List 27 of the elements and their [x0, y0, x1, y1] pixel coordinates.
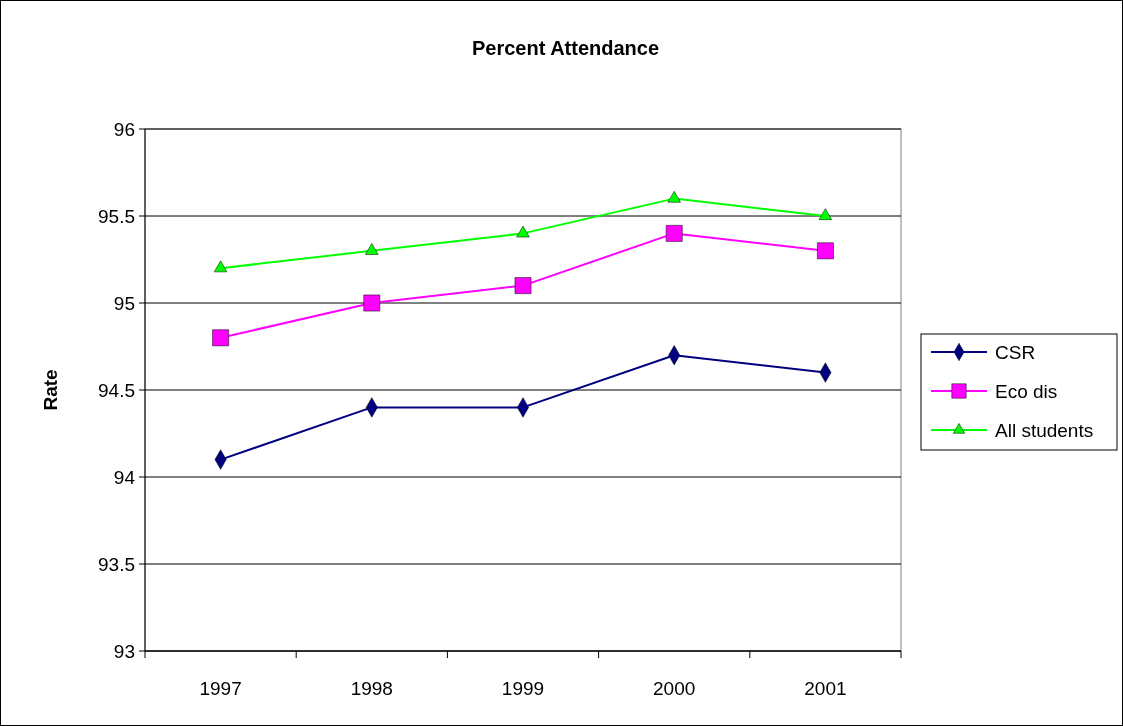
legend-label: All students	[995, 419, 1094, 441]
x-tick-label: 2000	[653, 678, 696, 699]
x-tick-label: 1998	[350, 678, 393, 699]
y-tick-label: 94.5	[98, 379, 135, 401]
x-tick-label: 2001	[804, 678, 847, 699]
point	[212, 329, 229, 347]
point	[665, 225, 683, 242]
x-tick-label: 1997	[199, 678, 242, 699]
legend-label: CSR	[995, 341, 1036, 363]
point	[516, 225, 530, 238]
y-axis-title: Rate	[40, 369, 61, 411]
y-tick-label: 94	[113, 466, 136, 488]
point	[514, 277, 532, 294]
y-tick-label: 93	[113, 640, 135, 662]
point	[213, 260, 228, 273]
point	[667, 191, 681, 203]
legend-label: Eco dis	[995, 380, 1058, 402]
x-tick-label: 1999	[501, 678, 545, 699]
chart-title: Percent Attendance	[471, 37, 660, 59]
y-tick-label: 95	[113, 292, 135, 314]
y-tick-label: 95.5	[98, 205, 135, 227]
point	[365, 243, 379, 255]
point	[818, 208, 833, 220]
point	[817, 242, 834, 260]
y-tick-label: 93.5	[98, 553, 135, 575]
y-tick-label: 96	[113, 118, 135, 140]
point	[363, 294, 381, 312]
